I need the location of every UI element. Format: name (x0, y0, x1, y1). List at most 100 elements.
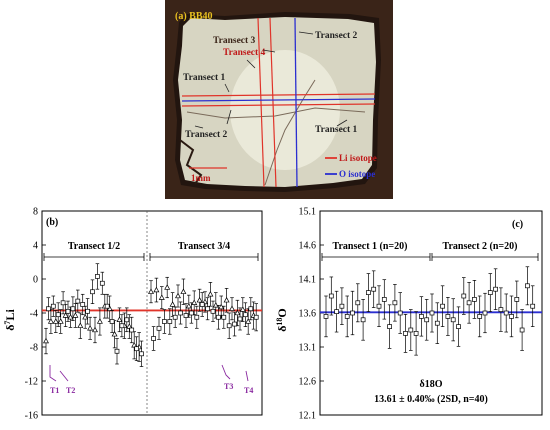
data-point (223, 296, 230, 303)
annotation-transect-1: Transect 1 (n=20) (333, 241, 408, 252)
data-point (530, 303, 536, 309)
data-point (237, 316, 243, 322)
data-point (243, 312, 248, 318)
data-point (52, 318, 59, 324)
data-point (487, 290, 493, 295)
data-point (248, 306, 254, 312)
data-point (221, 314, 227, 320)
annotation-t2: T2 (66, 386, 75, 395)
data-point (162, 319, 167, 324)
data-point (232, 321, 237, 327)
data-point (158, 294, 165, 300)
data-point (82, 313, 89, 320)
data-point (514, 297, 520, 302)
data-point (196, 296, 203, 303)
data-point (456, 324, 461, 329)
data-point (131, 341, 138, 348)
data-point (75, 298, 81, 304)
data-point (90, 289, 95, 295)
data-point (62, 312, 69, 318)
o-transect-line (294, 17, 298, 188)
data-point (153, 286, 160, 293)
crack-line (186, 107, 366, 119)
y-tick-label: 0 (33, 275, 38, 286)
data-point (148, 288, 154, 294)
data-point (109, 319, 115, 324)
o-transect-line (181, 98, 376, 102)
data-point (72, 312, 79, 318)
data-point (413, 331, 419, 336)
data-point (207, 290, 214, 297)
data-point (509, 314, 514, 319)
data-point (151, 336, 156, 341)
data-point (397, 310, 403, 316)
data-point (164, 284, 171, 290)
label-transect-3: Transect 3 (213, 36, 256, 46)
data-point (434, 320, 440, 326)
y-tick-label: 13.1 (299, 343, 317, 354)
data-point (210, 308, 216, 314)
data-point (178, 310, 183, 316)
label-transect-4: Transect 4 (223, 48, 266, 58)
data-point (503, 310, 509, 316)
data-point (111, 330, 118, 337)
data-point (350, 310, 355, 316)
li-transect-line (257, 17, 265, 188)
data-point (216, 314, 221, 320)
data-point (205, 306, 210, 312)
data-point (92, 326, 98, 333)
data-point (450, 317, 456, 323)
data-point (167, 319, 173, 324)
y-tick-label: -16 (25, 411, 38, 422)
o-isotope-chart: 15.1 14.6 14.1 13.6 13.1 12.6 12.1 δ18O (c) Tr… (276, 207, 543, 422)
data-point (87, 324, 94, 331)
data-point (129, 327, 135, 333)
annotation-t4: T4 (244, 386, 253, 395)
data-point (60, 300, 66, 306)
annotation-transect-3-4: Transect 3/4 (178, 241, 230, 252)
y-tick-label: -8 (30, 343, 38, 354)
label-transect-1-right: Transect 1 (315, 125, 358, 135)
data-point (96, 318, 103, 324)
data-point (344, 314, 350, 319)
y-tick-label: 14.6 (299, 241, 317, 252)
data-point (218, 303, 225, 310)
y-tick-label: 15.1 (299, 207, 317, 218)
data-point (360, 317, 366, 323)
data-point (212, 302, 219, 308)
data-points (43, 263, 259, 367)
data-point (229, 305, 235, 311)
data-point (493, 286, 498, 292)
data-point (183, 313, 189, 318)
data-point (67, 313, 74, 320)
data-point (156, 325, 162, 331)
data-point (440, 303, 445, 309)
data-point (482, 310, 488, 316)
label-transect-2-top: Transect 2 (315, 31, 358, 41)
data-point (472, 297, 477, 302)
data-point (126, 323, 133, 329)
data-point (371, 286, 377, 292)
data-point (119, 323, 125, 329)
crack-line (264, 79, 316, 186)
crystal-highlight (230, 50, 340, 170)
photo-panel: (a) BB40 Transect 3 Transect 4 Transect … (165, 0, 393, 199)
data-point (139, 351, 144, 357)
data-point (77, 322, 84, 328)
summary-stats: 13.61 ± 0.40‰ (2SD, n=40) (374, 394, 488, 405)
data-point (245, 318, 252, 324)
data-point (194, 314, 200, 320)
data-point (70, 306, 76, 312)
data-point (419, 314, 424, 319)
data-point (429, 310, 435, 316)
summary-title: δ18O (420, 379, 443, 390)
data-point (328, 293, 334, 299)
y-tick-label: 8 (33, 207, 38, 218)
data-point (175, 292, 181, 299)
data-point (80, 302, 86, 307)
panel-label-b: (b) (46, 217, 58, 228)
data-point (124, 317, 130, 323)
data-points (323, 266, 536, 356)
data-point (445, 314, 451, 319)
data-point (189, 310, 194, 316)
